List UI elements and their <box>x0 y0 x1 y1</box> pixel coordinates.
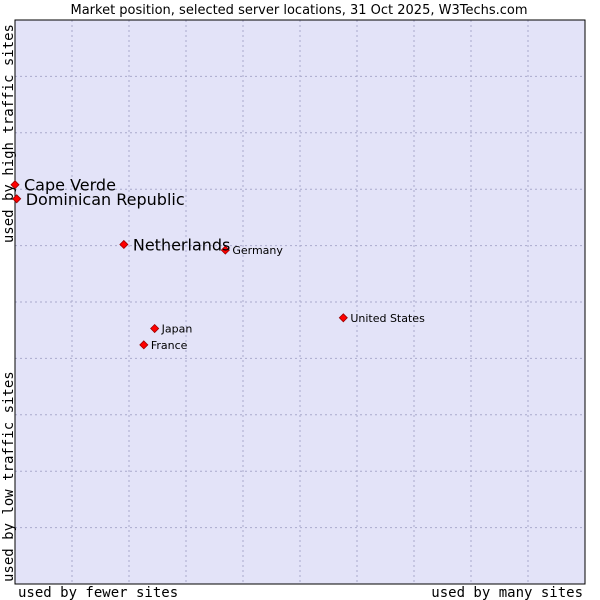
label-dominican-republic: Dominican Republic <box>26 190 185 209</box>
point-united-states <box>338 313 348 323</box>
label-germany: Germany <box>232 244 283 257</box>
y-axis-label-bottom: used by low traffic sites <box>1 371 17 582</box>
label-france: France <box>151 339 188 352</box>
y-axis-label-top: used by high traffic sites <box>1 24 17 243</box>
x-axis-label-left: used by fewer sites <box>18 585 178 600</box>
point-japan <box>150 323 160 334</box>
point-netherlands <box>119 239 129 250</box>
label-netherlands: Netherlands <box>133 235 231 254</box>
point-france <box>139 340 149 350</box>
label-cape-verde: Cape Verde <box>24 176 116 195</box>
point-germany <box>220 245 230 255</box>
point-dominican-republic <box>12 194 22 204</box>
chart-title: Market position, selected server locatio… <box>70 3 527 18</box>
point-cape-verde <box>10 180 20 190</box>
grid <box>15 20 585 584</box>
label-japan: Japan <box>161 323 193 336</box>
plot-frame <box>14 19 586 585</box>
x-axis-label-right: used by many sites <box>431 585 583 600</box>
label-united-states: United States <box>350 312 425 325</box>
data-points <box>10 180 348 350</box>
